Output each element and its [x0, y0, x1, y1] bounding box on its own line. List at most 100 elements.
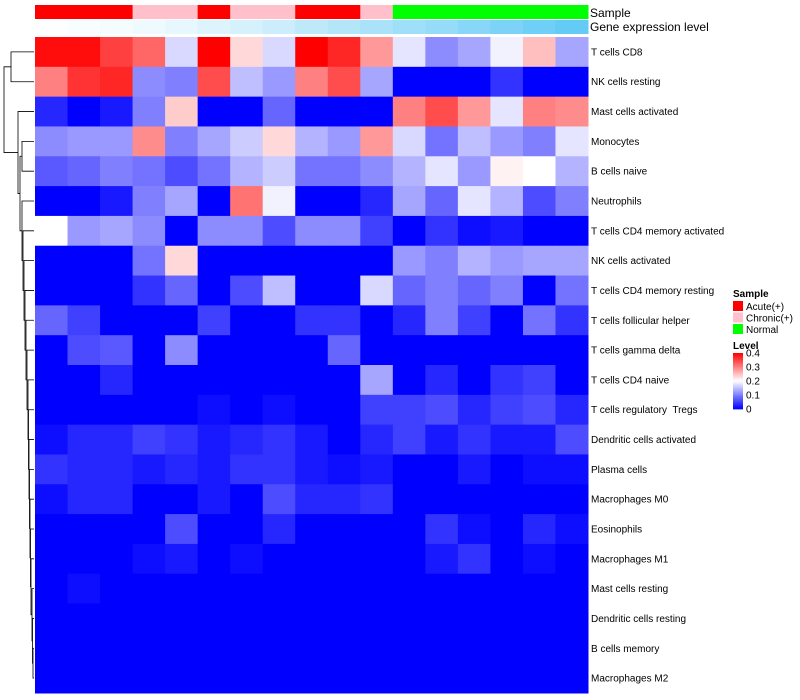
heatmap-cell: [392, 305, 426, 336]
heatmap-cell: [360, 305, 394, 336]
colorbar-segment: [733, 364, 743, 366]
column-annotation-bars: [35, 5, 589, 34]
heatmap-cell: [295, 543, 329, 575]
sample-annotation-cell: [327, 5, 361, 19]
heatmap-cell: [35, 96, 69, 127]
heatmap-cell: [555, 215, 589, 247]
sample-annotation-cell: [67, 5, 101, 19]
heatmap-cell: [522, 663, 556, 694]
expression-annotation-cell: [295, 20, 329, 34]
heatmap-cell: [165, 543, 199, 575]
heatmap-cell: [197, 365, 231, 396]
heatmap-cell: [262, 514, 296, 545]
heatmap-cell: [100, 335, 134, 366]
heatmap-cell: [360, 543, 394, 575]
heatmap-cell: [197, 424, 231, 455]
heatmap-cell: [490, 484, 524, 515]
heatmap-cell: [327, 37, 361, 68]
heatmap-cell: [197, 215, 231, 247]
heatmap-cell: [262, 484, 296, 515]
heatmap-cell: [230, 245, 264, 277]
heatmap-cell: [392, 514, 426, 545]
heatmap-cell: [490, 394, 524, 426]
heatmap-cell: [100, 365, 134, 396]
heatmap-cell: [35, 275, 69, 306]
heatmap-cell: [425, 454, 459, 485]
heatmap-cell: [262, 603, 296, 634]
heatmap-cell: [165, 394, 199, 426]
dendrogram-branch: [3, 66, 18, 153]
heatmap-cell: [327, 156, 361, 187]
dendrogram-branch: [21, 140, 34, 172]
row-label: Neutrophils: [591, 197, 642, 208]
expression-annotation-cell: [100, 20, 134, 34]
heatmap-cell: [165, 275, 199, 306]
row-label: Plasma cells: [591, 465, 647, 476]
heatmap-cell: [555, 275, 589, 306]
colorbar-segment: [733, 365, 743, 368]
row-label: NK cells resting: [591, 77, 660, 88]
sample-annotation-cell: [295, 5, 329, 19]
heatmap-cell: [555, 96, 589, 127]
heatmap-cell: [132, 484, 166, 515]
heatmap-cell: [425, 335, 459, 366]
heatmap-cell: [295, 275, 329, 306]
heatmap-cell: [67, 663, 101, 694]
heatmap-cell: [132, 156, 166, 187]
heatmap-cell: [522, 186, 556, 217]
colorbar-segment: [733, 406, 743, 408]
heatmap-cell: [132, 573, 166, 605]
row-labels: T cells CD8 NK cells resting Mast cells ac…: [591, 47, 724, 684]
colorbar-tick-label: 0.3: [746, 363, 760, 374]
heatmap-cell: [132, 603, 166, 634]
heatmap-cell: [132, 514, 166, 545]
heatmap-cell: [522, 66, 556, 98]
heatmap-cell: [35, 454, 69, 485]
heatmap-cell: [425, 573, 459, 605]
heatmap-cell: [327, 633, 361, 664]
heatmap-cell: [100, 37, 134, 68]
heatmap-cell: [67, 66, 101, 98]
heatmap-cell: [457, 335, 491, 366]
heatmap-cell: [392, 126, 426, 157]
heatmap-cell: [457, 275, 491, 306]
heatmap-cell: [35, 335, 69, 366]
heatmap-cell: [35, 394, 69, 426]
heatmap-cell: [327, 573, 361, 605]
heatmap-cell: [555, 245, 589, 277]
row-label: T cells CD8: [591, 47, 643, 58]
heatmap-cell: [392, 573, 426, 605]
heatmap-cell: [100, 305, 134, 336]
colorbar-segment: [733, 402, 743, 404]
heatmap-cell: [197, 573, 231, 605]
heatmap-cell: [67, 156, 101, 187]
heatmap-cell: [262, 573, 296, 605]
heatmap-cell: [197, 603, 231, 634]
heatmap-cell: [457, 156, 491, 187]
heatmap-cell: [100, 66, 134, 98]
heatmap-cell: [197, 305, 231, 336]
heatmap-cell: [522, 365, 556, 396]
colorbar-segment: [733, 386, 743, 389]
heatmap-cell: [457, 215, 491, 247]
heatmap-cell: [295, 663, 329, 694]
heatmap-cell: [522, 484, 556, 515]
heatmap-cell: [165, 156, 199, 187]
heatmap-cell: [230, 275, 264, 306]
heatmap-cell: [555, 394, 589, 426]
heatmap-cell: [197, 245, 231, 277]
heatmap-cell: [67, 633, 101, 664]
heatmap-cell: [35, 603, 69, 634]
row-dendrogram: [3, 51, 34, 679]
heatmap-cell: [522, 305, 556, 336]
heatmap-cell: [100, 603, 134, 634]
heatmap-cell: [197, 66, 231, 98]
heatmap-cell: [295, 514, 329, 545]
heatmap-cell: [67, 394, 101, 426]
heatmap-cell: [457, 603, 491, 634]
heatmap-cell: [132, 66, 166, 98]
heatmap-cell: [230, 394, 264, 426]
heatmap-cell: [295, 394, 329, 426]
heatmap-cell: [360, 66, 394, 98]
heatmap-cell: [67, 603, 101, 634]
